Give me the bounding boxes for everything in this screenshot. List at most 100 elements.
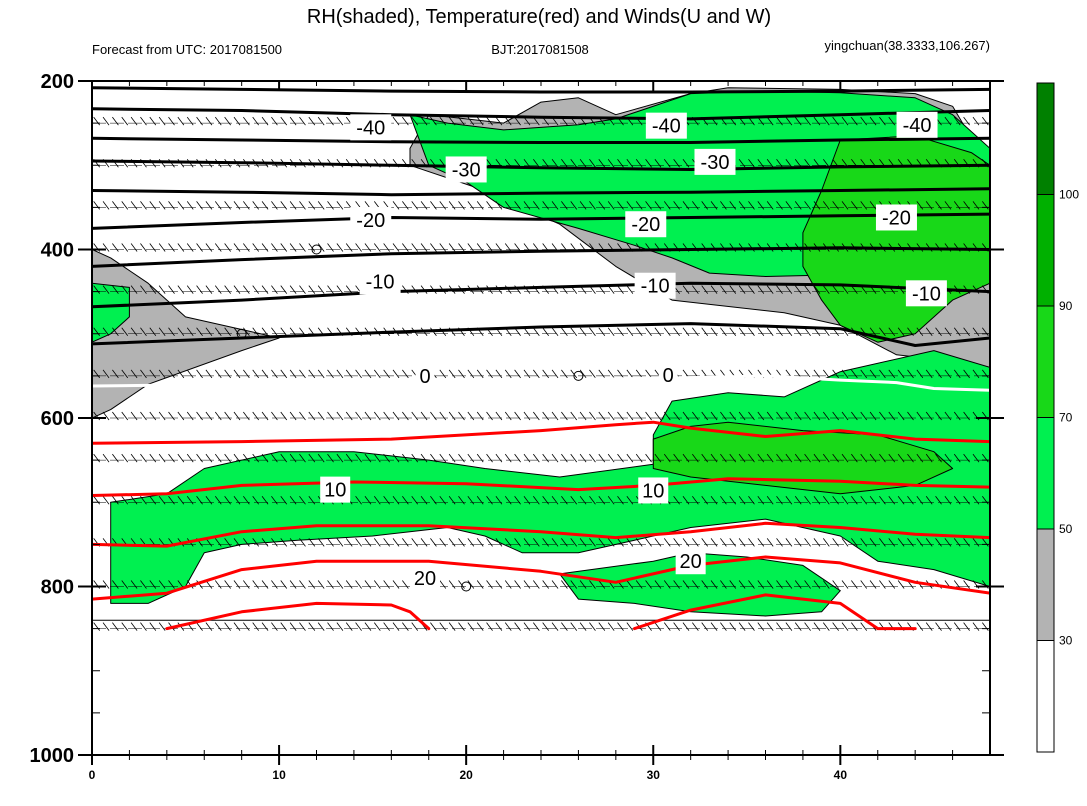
contour-label: -10 [912,283,941,305]
contour-label-bg [625,211,667,238]
wind-barb [420,538,428,547]
wind-barb [158,369,166,379]
wind-barb [158,285,166,294]
wind-barb [851,622,858,631]
wind-barb [785,159,793,168]
wind-barb [832,369,839,379]
wind-barb [430,243,437,252]
wind-barb [570,369,578,379]
wind-barb [963,116,970,126]
wind-barb [607,538,615,547]
wind-barb [542,622,549,631]
wind-barb [589,411,596,421]
wind-barb [420,243,428,252]
wind-barb [102,327,110,336]
contour-label-bg [658,362,678,389]
wind-barb [495,369,503,379]
colorbar-segment [1036,82,1055,195]
wind-barb [982,496,989,505]
wind-barb [663,580,671,589]
wind-barb [112,580,119,589]
wind-barb [785,453,793,463]
wind-barb [439,496,447,505]
temperature-contour-20-13 [92,555,990,601]
wind-barb [598,327,606,336]
wind-barb [748,201,755,210]
wind-barb [243,496,250,505]
wind-barb [140,116,147,126]
wind-barb [757,327,765,336]
wind-barb [345,580,353,589]
wind-barb [953,538,961,547]
wind-barb [766,538,774,547]
wind-barb [598,580,606,589]
wind-barb [804,538,811,547]
wind-barb [804,622,811,631]
wind-barb [757,622,765,631]
x-tick-label: 0 [89,768,96,782]
wind-barb [514,622,521,631]
wind-barb [271,453,278,463]
location-subtitle: yingchuan(38.3333,106.267) [824,38,990,53]
wind-barb [729,496,737,505]
wind-barb [729,411,737,421]
contour-label: -20 [631,214,660,236]
wind-barb [289,453,297,463]
wind-barb [448,538,456,547]
contour-label: 0 [663,365,674,387]
contour-label: 10 [642,480,664,502]
wind-barb [617,411,624,421]
wind-barb [177,369,185,379]
wind-barb [617,496,624,505]
wind-barb [392,453,400,463]
wind-barb [766,496,774,505]
wind-barb [626,159,634,168]
contour-label: 20 [414,568,436,590]
wind-barb [645,538,652,547]
wind-barb [476,201,484,210]
wind-barb [476,411,484,421]
wind-barb [233,369,241,379]
wind-barb [420,453,428,463]
wind-barb [841,411,849,421]
wind-barb [514,116,521,126]
wind-barb [682,580,690,589]
wind-barb [776,538,783,547]
wind-barb [841,285,849,294]
wind-barb [738,496,746,505]
wind-barb [533,453,540,463]
wind-barb [504,580,512,589]
wind-barb [654,538,662,547]
wind-barb [851,369,858,379]
wind-barb [177,201,185,210]
wind-barb [158,116,166,126]
wind-barb [196,327,203,336]
wind-barb [467,538,475,547]
wind-barb [523,496,531,505]
wind-barb [411,411,419,421]
wind-barb [261,327,269,336]
wind-barb [869,538,877,547]
wind-barb [205,243,213,252]
wind-barb [504,453,512,463]
wind-barb [757,285,765,294]
wind-barb [121,201,129,210]
wind-barb [158,327,166,336]
wind-barb [729,201,737,210]
wind-barb [289,243,297,252]
wind-barb [533,622,540,631]
wind-barb [243,580,250,589]
wind-barb [261,201,269,210]
wind-barb [121,411,129,421]
wind-barb [439,580,447,589]
wind-barb [93,116,100,126]
wind-barb [121,622,129,631]
wind-barb [757,411,765,421]
wind-barb [289,496,297,505]
wind-barb [626,285,634,294]
wind-barb [402,116,409,126]
calm-wind-marker [311,244,322,255]
wind-barb [701,327,709,336]
wind-barb [692,201,699,210]
wind-barb [570,622,578,631]
